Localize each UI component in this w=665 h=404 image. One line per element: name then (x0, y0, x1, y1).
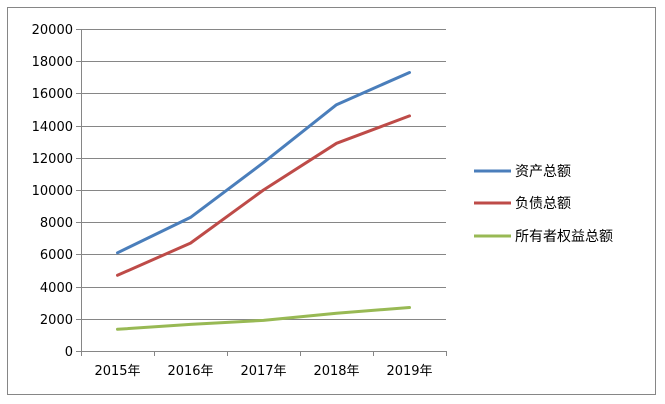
series-line-2 (116, 114, 411, 277)
y-tick-label: 18000 (32, 55, 73, 70)
y-tick-label: 16000 (32, 87, 73, 102)
y-tick-label: 12000 (32, 152, 73, 167)
series-line-1 (116, 71, 411, 255)
series-line-3 (116, 306, 411, 331)
y-tick-label: 10000 (32, 184, 73, 199)
x-tick-label: 2018年 (313, 364, 359, 379)
y-tick-label: 8000 (40, 216, 73, 231)
axes (81, 29, 446, 352)
y-tick-label: 20000 (32, 23, 73, 38)
x-tick-label: 2017年 (240, 364, 286, 379)
legend-label: 所有者权益总额 (515, 229, 613, 245)
line-chart: 0 2000 4000 6000 8000 10000 12000 14000 16000 180… (32, 23, 613, 379)
legend-label: 负债总额 (515, 196, 571, 212)
y-axis-ticks: 0 2000 4000 6000 8000 10000 12000 14000 16000 180… (32, 23, 81, 360)
series-lines (116, 71, 411, 331)
legend-label: 资产总额 (515, 164, 571, 180)
x-tick-label: 2015年 (94, 364, 140, 379)
y-tick-label: 2000 (40, 313, 73, 328)
y-tick-label: 0 (65, 345, 73, 360)
x-axis-ticks: 2015年 2016年 2017年 2018年 2019年 (81, 351, 447, 379)
y-tick-label: 14000 (32, 120, 73, 135)
x-tick-label: 2019年 (386, 364, 432, 379)
x-tick-label: 2016年 (167, 364, 213, 379)
chart-frame: 0 2000 4000 6000 8000 10000 12000 14000 16000 180… (7, 7, 656, 395)
y-tick-label: 6000 (40, 248, 73, 263)
gridlines (81, 29, 446, 320)
y-tick-label: 4000 (40, 281, 73, 296)
